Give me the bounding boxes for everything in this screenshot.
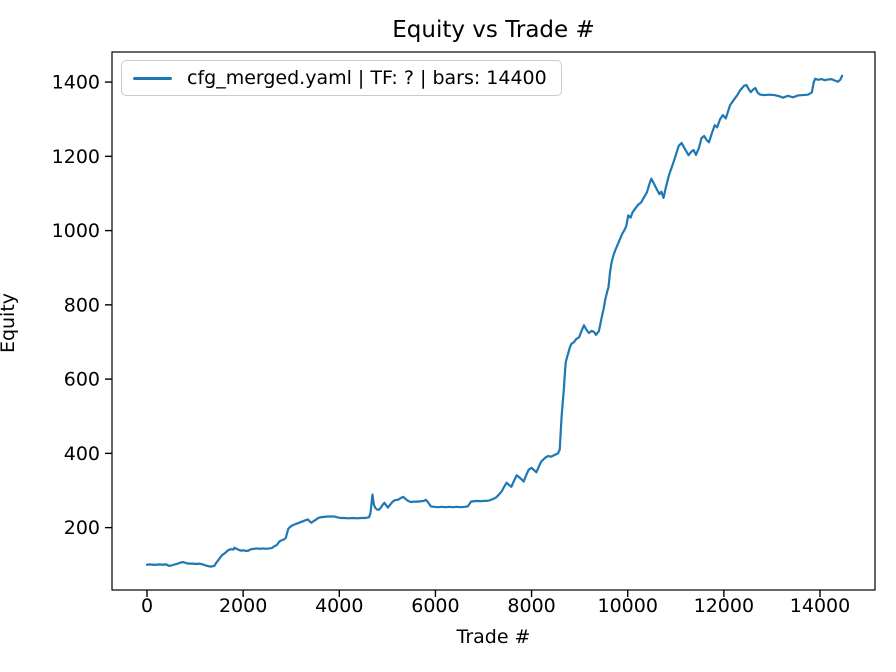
x-tick-label: 8000 bbox=[507, 595, 555, 617]
axes-frame bbox=[111, 51, 876, 591]
y-tick-label: 200 bbox=[64, 517, 100, 539]
x-tick-label: 0 bbox=[141, 595, 153, 617]
x-tick-label: 10000 bbox=[597, 595, 657, 617]
y-tick-label: 1200 bbox=[52, 146, 100, 168]
x-tick-label: 12000 bbox=[694, 595, 754, 617]
y-tick-label: 400 bbox=[64, 443, 100, 465]
equity-curve bbox=[145, 74, 844, 568]
legend-series-label: cfg_merged.yaml | TF: ? | bars: 14400 bbox=[187, 67, 547, 89]
legend-line-sample bbox=[133, 76, 172, 80]
x-tick-label: 4000 bbox=[315, 595, 363, 617]
legend-box: cfg_merged.yaml | TF: ? | bars: 14400 bbox=[121, 60, 562, 96]
y-axis-label: Equity bbox=[0, 292, 19, 354]
x-tick-label: 6000 bbox=[411, 595, 459, 617]
y-tick-label: 600 bbox=[64, 369, 100, 391]
x-tick-label: 14000 bbox=[790, 595, 850, 617]
x-axis-label: Trade # bbox=[456, 626, 531, 648]
y-tick-label: 1000 bbox=[52, 220, 100, 242]
y-tick-label: 800 bbox=[64, 294, 100, 316]
y-tick-label: 1400 bbox=[52, 72, 100, 94]
x-tick-label: 2000 bbox=[219, 595, 267, 617]
